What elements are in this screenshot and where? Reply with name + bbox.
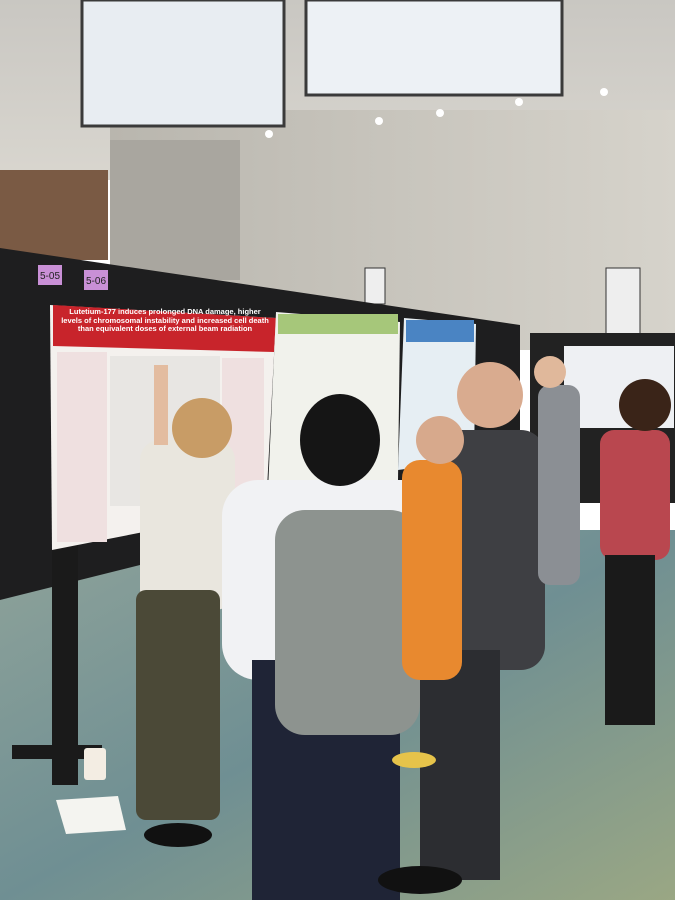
ceiling-light xyxy=(265,130,273,138)
head xyxy=(416,416,464,464)
head xyxy=(534,356,566,388)
board-label: 5-05 xyxy=(40,271,60,282)
orange-dress xyxy=(402,460,462,680)
coffee-cup xyxy=(84,748,106,780)
poster-title-box: Lutetium-177 induces prolonged DNA damag… xyxy=(61,308,269,334)
wood-wall xyxy=(0,170,108,260)
ceiling-light xyxy=(436,109,444,117)
striped-shirt xyxy=(140,440,235,610)
poster-title: Lutetium-177 induces prolonged DNA damag… xyxy=(61,308,269,334)
raised-arm xyxy=(154,365,168,445)
pillar xyxy=(110,140,240,280)
poster-column xyxy=(57,352,107,542)
jacket xyxy=(538,385,580,585)
presenter xyxy=(136,365,235,847)
board-foot xyxy=(12,745,102,759)
ceiling-light xyxy=(375,117,383,125)
trousers xyxy=(136,590,220,820)
trousers xyxy=(420,650,500,880)
board-label-tag xyxy=(38,265,62,285)
backpack xyxy=(275,510,420,735)
wall-sconce xyxy=(364,267,386,305)
poster-header xyxy=(278,314,398,334)
paper-on-floor xyxy=(56,796,126,834)
ceiling-light xyxy=(600,88,608,96)
wall-sconce xyxy=(605,267,641,335)
head xyxy=(619,379,671,431)
poster-header xyxy=(53,305,276,352)
board-label: 5-06 xyxy=(86,276,106,287)
shoe xyxy=(144,823,212,847)
shoe xyxy=(378,866,462,894)
head xyxy=(457,362,523,428)
ceiling-light xyxy=(515,98,523,106)
hair xyxy=(300,394,380,486)
attendee-orange xyxy=(392,416,464,768)
chandelier xyxy=(80,0,286,128)
chandelier xyxy=(304,0,564,97)
trousers xyxy=(605,555,655,725)
attendee-suit xyxy=(378,362,545,894)
suit-jacket xyxy=(435,430,545,670)
board-label-tag xyxy=(84,270,108,290)
shoe xyxy=(392,752,436,768)
attendee-right xyxy=(534,356,671,725)
attendee-backpack xyxy=(222,394,450,900)
plaid-shirt xyxy=(600,430,670,560)
head xyxy=(172,398,232,458)
poster-header xyxy=(406,320,474,342)
